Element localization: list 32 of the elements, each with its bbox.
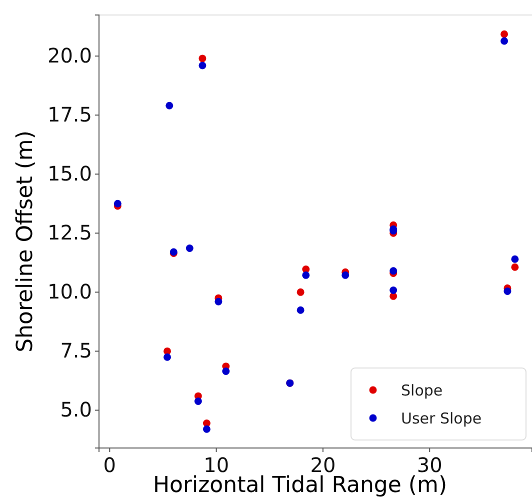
y-tick-label: 5.0: [60, 398, 92, 422]
x-tick-label: 0: [103, 453, 116, 477]
point: [500, 37, 508, 45]
point: [302, 271, 310, 279]
point: [186, 244, 194, 252]
point: [511, 263, 519, 271]
point: [202, 425, 210, 433]
point: [500, 30, 508, 38]
point: [390, 267, 398, 275]
point: [504, 288, 512, 295]
point: [390, 286, 398, 294]
point: [166, 102, 174, 110]
point: [511, 255, 519, 263]
point: [114, 200, 122, 208]
y-tick-label: 15.0: [47, 162, 92, 186]
point: [198, 62, 206, 70]
y-tick-label: 20.0: [47, 43, 92, 68]
point: [222, 368, 230, 376]
point: [164, 353, 171, 361]
legend-label: Slope: [401, 381, 443, 400]
y-tick-label: 10.0: [47, 280, 92, 304]
y-tick-label: 17.5: [47, 102, 92, 127]
point: [296, 306, 304, 314]
point: [342, 271, 350, 279]
y-tick-label: 7.5: [60, 338, 92, 363]
y-tick-label: 12.5: [47, 220, 92, 245]
y-axis-title: Shoreline Offset (m): [13, 130, 38, 352]
legend-label: User Slope: [401, 409, 482, 428]
point: [296, 288, 304, 296]
point: [194, 398, 202, 405]
point: [198, 54, 206, 62]
point: [214, 298, 222, 306]
